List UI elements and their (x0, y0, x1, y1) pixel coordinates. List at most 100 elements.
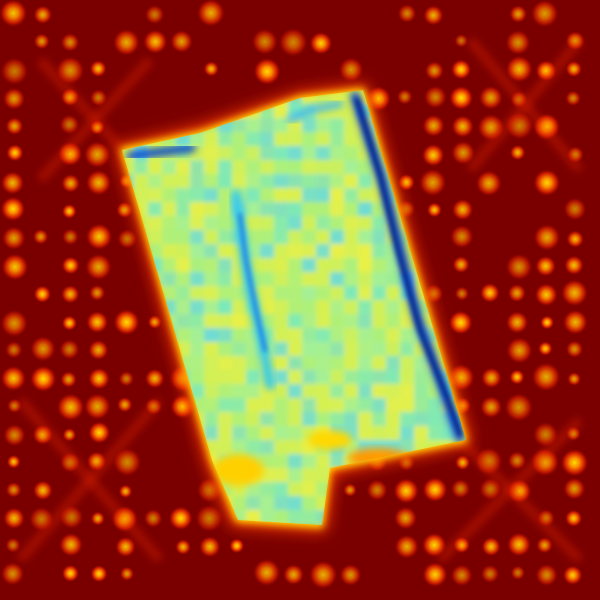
hot-spot (0, 56, 29, 86)
slab-cell (260, 454, 274, 468)
slab-cell (218, 440, 232, 454)
hot-spot (5, 143, 24, 162)
slab-cell (246, 146, 260, 160)
slab-cell (274, 398, 288, 412)
slab-cell (400, 314, 414, 328)
slab-cell (162, 188, 176, 202)
slab-cell (372, 426, 386, 440)
slab-cell (204, 342, 218, 356)
slab-cell (232, 398, 246, 412)
slab-cell (176, 286, 190, 300)
hot-spot (421, 143, 445, 167)
hot-spot (338, 56, 364, 83)
slab-cell (372, 328, 386, 342)
slab-cell (330, 342, 344, 356)
hot-spot (510, 565, 526, 581)
slab-cell (218, 370, 232, 384)
slab-cell (344, 230, 358, 244)
slab-cell (302, 216, 316, 230)
slab-cell (232, 314, 246, 328)
hot-spot (532, 168, 561, 197)
slab-cell (372, 244, 386, 258)
slab-cell (162, 244, 176, 258)
slab-cell (176, 258, 190, 272)
slab-cell (344, 412, 358, 426)
slab-cell (330, 188, 344, 202)
hot-spot (118, 370, 135, 387)
slab-cell (316, 314, 330, 328)
slab-cell (176, 202, 190, 216)
slab-cell (190, 328, 204, 342)
slab-cell (274, 440, 288, 454)
slab-cell (274, 286, 288, 300)
slab-cell (372, 384, 386, 398)
slab-cell (330, 216, 344, 230)
slab-cell (372, 356, 386, 370)
slab-cell (330, 132, 344, 146)
slab-cell (176, 244, 190, 258)
slab-cell (218, 426, 232, 440)
slab-cell (232, 272, 246, 286)
slab-cell (288, 454, 302, 468)
slab-cell (176, 300, 190, 314)
hot-spot (85, 310, 109, 334)
slab-cell (344, 132, 358, 146)
slab-cell (218, 314, 232, 328)
slab-cell (302, 174, 316, 188)
slab-cell (246, 216, 260, 230)
slab-cell (316, 482, 330, 496)
slab-cell (246, 496, 260, 510)
slab-cell (358, 370, 372, 384)
slab-cell (274, 300, 288, 314)
hot-spot (505, 55, 534, 84)
hot-spot (2, 507, 26, 530)
glow-streak (466, 36, 584, 174)
hot-spot (229, 538, 245, 554)
slab-cell (232, 328, 246, 342)
slab-cell (302, 328, 316, 342)
slab-cell (330, 286, 344, 300)
slab-cell (190, 188, 204, 202)
hot-spot (565, 340, 584, 359)
slab-cell (302, 482, 316, 496)
slab-cell (162, 258, 176, 272)
hot-spot (480, 564, 500, 584)
hot-spot (0, 309, 29, 338)
slab-cell (274, 482, 288, 496)
slab-cell (204, 412, 218, 426)
slab-cell (288, 132, 302, 146)
hot-spot (89, 59, 107, 78)
slab-cell (330, 160, 344, 174)
hot-spot (308, 560, 338, 590)
slab-cell (204, 258, 218, 272)
hot-spot (478, 85, 504, 111)
slab-cell (288, 202, 302, 216)
slab-cell (302, 272, 316, 286)
slab-cell (316, 118, 330, 132)
slab-cell (302, 384, 316, 398)
slab-cell (344, 202, 358, 216)
slab-cell (260, 510, 274, 524)
hot-spot (90, 511, 106, 526)
hot-spot (29, 365, 57, 393)
slab-cell (330, 356, 344, 370)
slab-cell (260, 146, 274, 160)
hot-spot (83, 140, 112, 169)
hot-spot (0, 0, 28, 28)
slab-cell (204, 230, 218, 244)
slab-cell (274, 132, 288, 146)
slab-cell (302, 314, 316, 328)
hot-spot (530, 0, 559, 28)
slab-cell (372, 314, 386, 328)
slab-cell (204, 300, 218, 314)
slab-cell (316, 272, 330, 286)
slab-cell (260, 496, 274, 510)
hot-spot (2, 87, 26, 111)
slab-cell (288, 384, 302, 398)
slab-cell (232, 426, 246, 440)
slab-cell (386, 398, 400, 412)
slab-cell (274, 146, 288, 160)
slab-cell (218, 398, 232, 412)
